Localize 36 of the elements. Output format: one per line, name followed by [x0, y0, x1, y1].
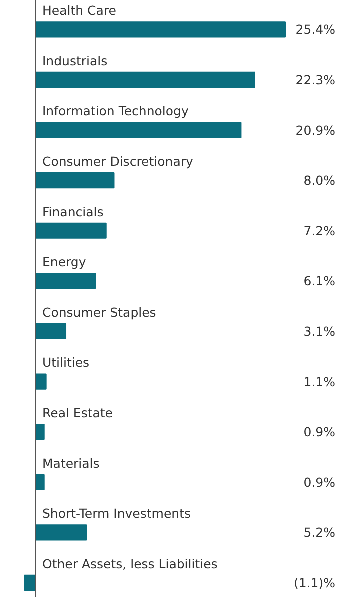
y-tick-label: Financials [42, 204, 104, 220]
data-label: 25.4% [296, 22, 336, 38]
data-label: 0.9% [304, 474, 336, 490]
y-tick-label: Other Assets, less Liabilities [42, 556, 218, 572]
data-label: 22.3% [296, 72, 336, 88]
data-label: 0.9% [304, 424, 336, 440]
y-tick-label: Consumer Staples [42, 304, 156, 320]
data-label: 3.1% [304, 324, 336, 339]
data-label: 1.1% [304, 374, 336, 390]
y-tick-label: Industrials [42, 53, 108, 68]
bar [35, 374, 47, 390]
y-tick-label: Consumer Discretionary [42, 154, 194, 169]
y-tick-label: Utilities [42, 355, 90, 370]
data-label: 7.2% [304, 223, 336, 238]
data-label: 6.1% [304, 274, 336, 289]
y-tick-label: Materials [42, 456, 100, 471]
bar [35, 273, 96, 290]
bar [24, 574, 36, 592]
bar [35, 22, 286, 38]
bar [35, 424, 45, 440]
bar [35, 222, 107, 239]
y-tick-label: Real Estate [42, 405, 114, 420]
data-label: 5.2% [304, 525, 336, 540]
data-label: (1.1)% [294, 575, 336, 590]
data-label: 8.0% [304, 173, 336, 188]
bar [35, 323, 67, 340]
y-tick-label: Information Technology [42, 104, 190, 119]
y-tick-label: Short-Term Investments [42, 506, 191, 522]
data-label: 20.9% [296, 122, 336, 138]
bar [35, 72, 256, 88]
bar [35, 524, 88, 541]
bar [35, 474, 45, 490]
bar [35, 172, 115, 189]
y-tick-label: Energy [42, 254, 87, 270]
bar [35, 122, 242, 138]
y-tick-label: Health Care [42, 3, 117, 18]
